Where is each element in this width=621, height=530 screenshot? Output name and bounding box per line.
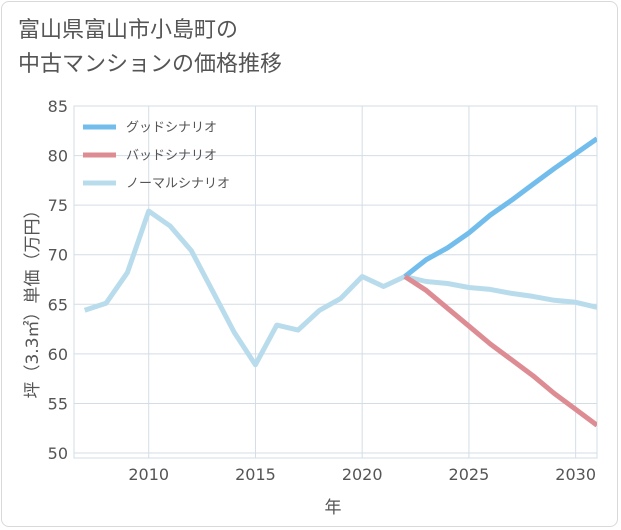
y-tick-label: 85	[48, 97, 68, 116]
series-line-0	[403, 136, 597, 279]
y-tick-label: 70	[48, 246, 68, 265]
y-tick-label: 80	[48, 147, 68, 166]
grid-lines	[73, 105, 598, 459]
y-axis-title: 坪（3.3㎡）単価（万円）	[23, 201, 43, 398]
x-axis-title: 年	[325, 498, 342, 518]
legend-label-1: バッドシナリオ	[126, 149, 217, 164]
y-tick-label: 65	[48, 295, 68, 314]
series-lines	[83, 136, 597, 428]
y-axis-ticks: 50 55 60 65 70 75 80 85	[48, 97, 68, 463]
x-tick-label: 2015	[235, 465, 276, 484]
y-tick-label: 75	[48, 196, 68, 215]
x-tick-label: 2030	[555, 465, 596, 484]
x-tick-label: 2010	[128, 465, 169, 484]
y-tick-label: 50	[48, 444, 68, 463]
y-tick-label: 55	[48, 394, 68, 413]
x-tick-label: 2025	[449, 465, 490, 484]
series-line-1	[403, 274, 597, 428]
y-tick-label: 60	[48, 345, 68, 364]
chart-title-line-2: 中古マンションの価格推移	[18, 52, 283, 77]
x-axis-ticks: 2010 2015 2020 2025 2030	[128, 465, 596, 484]
series-line-2	[83, 208, 597, 368]
legend-label-0: グッドシナリオ	[126, 121, 217, 136]
legend-label-2: ノーマルシナリオ	[126, 177, 230, 192]
chart-title: 富山県富山市小島町の 中古マンションの価格推移	[18, 14, 282, 82]
x-tick-label: 2020	[342, 465, 383, 484]
chart-title-line-1: 富山県富山市小島町の	[18, 18, 239, 43]
